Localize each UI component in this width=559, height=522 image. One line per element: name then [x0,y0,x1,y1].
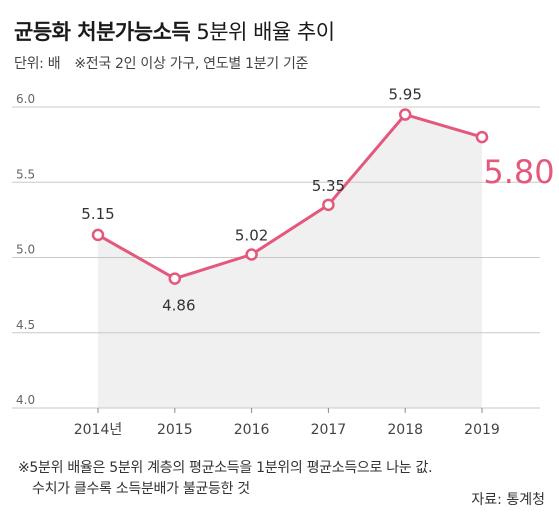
footnote: ※5분위 배율은 5분위 계층의 평균소득을 1분위의 평균소득으로 나눈 값.… [18,458,433,500]
x-tick-label: 2017 [311,422,347,438]
data-label: 5.02 [235,226,268,244]
data-point [91,228,105,242]
unit-line: 단위: 배 ※전국 2인 이상 가구, 연도별 1분기 기준 [14,53,308,73]
chart-title-bold: 균등화 처분가능소득 [14,20,191,44]
footnote-line-2: 수치가 클수록 소득분배가 불균등한 것 [32,481,250,497]
data-label: 5.15 [81,205,114,223]
x-tick-label: 2019 [464,422,500,438]
highlight-data-label: 5.80 [483,153,554,191]
data-points [91,108,489,285]
y-tick-label: 5.0 [16,243,35,257]
footnote-line-1: ※5분위 배율은 5분위 계층의 평균소득을 1분위의 평균소득으로 나눈 값. [18,460,433,476]
series-line-group [97,113,483,281]
source-credit: 자료: 통계청 [471,492,545,508]
x-tick-label: 2018 [387,422,423,438]
y-tick-label: 5.5 [16,167,35,181]
y-tick-label: 4.0 [16,393,35,407]
data-label: 5.95 [388,86,421,104]
x-tick-label: 2016 [234,422,270,438]
x-tick-label: 2015 [157,422,193,438]
series-line [97,113,483,281]
data-point [168,272,182,285]
x-tick-label: 2014년 [74,422,123,438]
y-tick-label: 4.5 [16,318,35,332]
plot-area-shade [98,114,482,409]
data-label: 4.86 [162,297,195,315]
chart-title-rest: 5분위 배율 추이 [196,20,335,44]
data-point [475,130,489,144]
gridlines [12,106,540,409]
data-labels: 5.15 4.86 5.02 5.35 5.95 5.80 [81,86,554,315]
unit-note: ※전국 2인 이상 가구, 연도별 1분기 기준 [74,56,309,72]
data-label: 5.35 [312,177,345,195]
data-point [398,108,412,121]
data-point [245,248,258,261]
y-tick-label: 6.0 [16,92,35,106]
line-chart: 4.04.55.05.56.0 2014년 2015 2016 2017 2018 201… [12,86,555,438]
y-axis-ticks: 4.0 4.5 5.0 5.5 6.0 [16,92,35,407]
area-fill [98,114,482,409]
data-point [322,198,335,212]
unit-label: 단위: 배 [14,56,61,72]
x-axis-ticks: 2014년 2015 2016 2017 2018 2019 [74,408,500,438]
chart-title: 균등화 처분가능소득 5분위 배율 추이 [14,16,335,46]
